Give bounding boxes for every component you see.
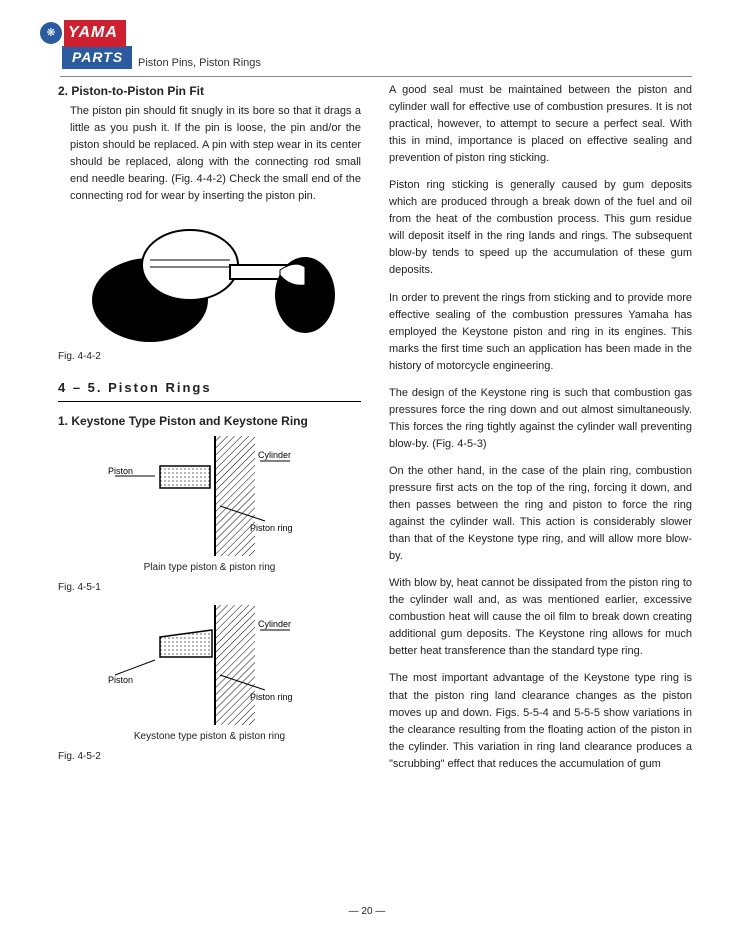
subsection-1-title: 1. Keystone Type Piston and Keystone Rin… <box>58 412 361 431</box>
svg-text:Cylinder: Cylinder <box>258 619 291 629</box>
fig-4-5-2-caption: Keystone type piston & piston ring <box>58 729 361 745</box>
para-1: A good seal must be maintained between t… <box>389 82 692 167</box>
svg-text:Piston: Piston <box>108 675 133 685</box>
para-7: The most important advantage of the Keys… <box>389 670 692 772</box>
para-4: The design of the Keystone ring is such … <box>389 385 692 453</box>
fig-4-4-2-label: Fig. 4-4-2 <box>58 349 361 365</box>
logo-brand: YAMA <box>64 20 126 47</box>
figure-4-4-2 <box>58 215 361 345</box>
fig-4-5-2-label: Fig. 4-5-2 <box>58 749 361 765</box>
left-column: 2. Piston-to-Piston Pin Fit The piston p… <box>58 82 361 783</box>
page-number: — 20 — <box>0 904 734 920</box>
section-4-5-title: 4 – 5. Piston Rings <box>58 378 361 401</box>
figure-4-5-1: Piston Cylinder Piston ring Plain type p… <box>58 436 361 576</box>
right-column: A good seal must be maintained between t… <box>389 82 692 783</box>
page: ❋ YAMA PARTS Piston Pins, Piston Rings 2… <box>0 0 734 933</box>
section-2-title: 2. Piston-to-Piston Pin Fit <box>58 82 361 101</box>
para-5: On the other hand, in the case of the pl… <box>389 463 692 565</box>
svg-text:Piston: Piston <box>108 466 133 476</box>
para-2: Piston ring sticking is generally caused… <box>389 177 692 279</box>
section-2-body: The piston pin should fit snugly in its … <box>58 103 361 205</box>
logo-star-icon: ❋ <box>40 22 62 44</box>
para-3: In order to prevent the rings from stick… <box>389 290 692 375</box>
fig-4-5-1-caption: Plain type piston & piston ring <box>58 560 361 576</box>
para-6: With blow by, heat cannot be dissipated … <box>389 575 692 660</box>
fig-4-5-1-label: Fig. 4-5-1 <box>58 580 361 596</box>
figure-4-5-2: Cylinder Piston Piston ring Keystone typ… <box>58 605 361 745</box>
svg-text:Piston ring: Piston ring <box>250 692 293 702</box>
svg-text:Piston ring: Piston ring <box>250 523 293 533</box>
svg-text:Cylinder: Cylinder <box>258 450 291 460</box>
header-title: Piston Pins, Piston Rings <box>60 55 692 77</box>
